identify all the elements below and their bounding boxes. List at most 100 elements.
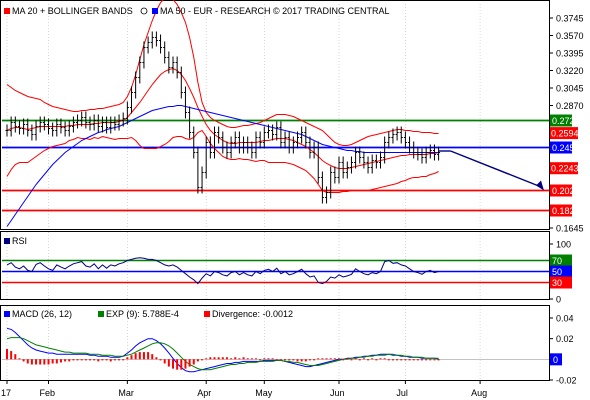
divergence-bar-45	[192, 359, 195, 365]
divergence-bar-86	[362, 358, 365, 360]
divergence-bar-21	[93, 359, 96, 361]
legend-ma20-label: MA 20 + BOLLINGER BANDS	[12, 6, 133, 16]
divergence-bar-77	[325, 358, 328, 360]
divergence-bar-51	[217, 357, 220, 360]
divergence-bar-44	[188, 359, 191, 367]
divergence-bar-24	[105, 359, 108, 361]
x-label-6: Jul	[396, 388, 408, 398]
x-label-2: Mar	[118, 388, 134, 398]
rsi-y-tick-label-0: 100	[556, 240, 571, 250]
price-band-tag-label-1: 0.2243	[551, 164, 579, 174]
divergence-bar-94	[396, 359, 399, 361]
divergence-bar-9	[43, 359, 46, 365]
macd-tag-bg	[550, 353, 562, 366]
bollinger-lower-line	[6, 129, 439, 193]
divergence-bar-0	[6, 349, 8, 360]
divergence-bar-75	[317, 358, 320, 360]
macd-y-tick-label-0: 0.04	[556, 314, 574, 324]
divergence-bar-12	[55, 359, 58, 364]
divergence-bar-8	[39, 359, 42, 365]
divergence-bar-93	[391, 359, 394, 361]
divergence-bar-1	[10, 351, 13, 360]
price-tag-bg-0	[550, 114, 572, 127]
level-lines	[2, 119, 549, 360]
divergence-bar-63	[267, 358, 270, 360]
price-tag-bg-1	[550, 141, 572, 154]
grid-lines	[6, 4, 481, 380]
price-band-tag-label-0: 0.2594	[551, 129, 579, 139]
divergence-bar-64	[271, 358, 274, 360]
divergence-bar-14	[64, 359, 67, 362]
rsi-tag-label-2: 30	[552, 278, 562, 288]
divergence-bar-56	[238, 358, 241, 360]
rsi-y-tick-label-2: 0	[556, 295, 561, 305]
divergence-bar-28	[122, 359, 125, 361]
divergence-bar-80	[338, 358, 340, 360]
divergence-bar-20	[89, 359, 91, 361]
divergence-bar-16	[72, 359, 75, 361]
price-y-tick-label-0: 0.3745	[556, 14, 584, 24]
price-tag-label-1: 0.245	[552, 143, 575, 153]
macd-panel-frame	[0, 305, 550, 381]
divergence-bar-57	[242, 357, 245, 360]
divergence-bar-99	[416, 359, 419, 361]
divergence-bar-104	[437, 359, 440, 361]
rsi-tag-bg-2	[550, 276, 572, 289]
divergence-bar-7	[35, 359, 38, 365]
x-label-3: Apr	[197, 388, 211, 398]
x-label-0: 17	[1, 388, 11, 398]
legend-macd-swatch	[4, 311, 10, 317]
price-tag-label-3: 0.182	[552, 206, 575, 216]
divergence-bar-59	[250, 358, 253, 360]
rsi-legend: RSI	[4, 236, 27, 246]
divergence-bar-37	[159, 359, 162, 361]
divergence-bar-22	[97, 359, 100, 362]
divergence-bar-50	[213, 357, 216, 360]
price-band-tag-bg-0	[550, 127, 578, 140]
divergence-bar-39	[167, 359, 170, 367]
divergence-bar-35	[151, 354, 154, 360]
divergence-bar-102	[429, 359, 432, 361]
divergence-bar-84	[354, 358, 357, 360]
divergence-bar-69	[292, 359, 295, 361]
rsi-tag-bg-1	[550, 265, 572, 278]
divergence-bar-71	[300, 359, 303, 362]
divergence-bar-78	[329, 358, 332, 360]
divergence-bar-3	[18, 358, 21, 360]
divergence-bar-6	[30, 359, 33, 365]
divergence-bar-5	[26, 359, 29, 364]
price-tag-bg-2	[550, 184, 572, 197]
price-y-tick-label-4: 0.3045	[556, 84, 584, 94]
divergence-bar-79	[333, 358, 336, 360]
divergence-bar-46	[196, 359, 199, 362]
price-y-tick-label-3: 0.3220	[556, 66, 584, 76]
divergence-bar-54	[230, 358, 233, 360]
rsi-tag-bg-0	[550, 254, 572, 267]
divergence-bar-92	[387, 359, 390, 361]
divergence-bar-58	[246, 358, 249, 360]
divergence-bar-42	[180, 359, 183, 370]
divergence-bar-72	[304, 359, 307, 362]
divergence-bar-101	[425, 359, 428, 361]
divergence-histogram	[6, 349, 440, 370]
projection-arrowhead	[536, 180, 544, 191]
divergence-bar-76	[321, 358, 324, 360]
legend-copyright-circle	[140, 7, 148, 15]
macd-y-tick-label-1: 0.02	[556, 334, 574, 344]
legend-ma20-swatch	[4, 8, 10, 14]
x-label-7: Aug	[471, 388, 487, 398]
divergence-bar-48	[205, 358, 208, 360]
divergence-bar-82	[346, 358, 349, 360]
rsi-panel-frame	[0, 231, 550, 300]
price-panel-frame	[0, 0, 550, 230]
divergence-bar-36	[155, 357, 158, 360]
divergence-bar-52	[221, 357, 224, 360]
rsi-tag-label-1: 50	[552, 267, 562, 277]
divergence-bar-83	[350, 359, 353, 361]
legend-exp-label: EXP (9): 5.788E-4	[106, 309, 179, 319]
divergence-bar-87	[367, 359, 370, 361]
legend-exp-swatch	[98, 311, 104, 317]
axis-labels: 0.3745 0.3570 0.3395 0.3220 0.3045 0.2870 0.16…	[1, 14, 584, 399]
divergence-bar-2	[14, 354, 17, 360]
